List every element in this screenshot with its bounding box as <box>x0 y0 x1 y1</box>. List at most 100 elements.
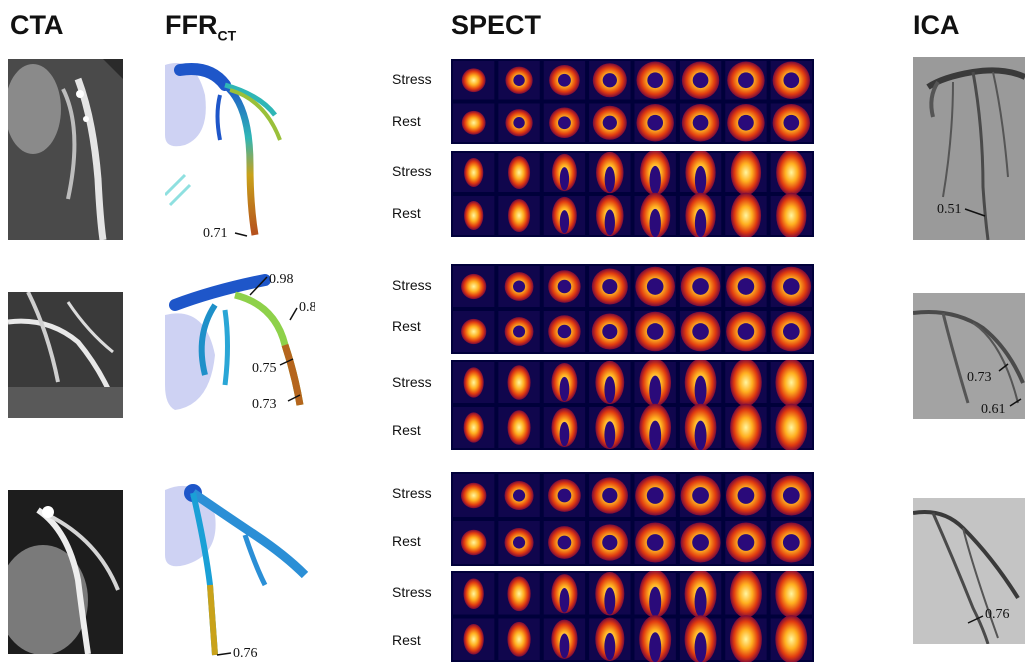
spect-slice <box>679 192 722 237</box>
spect-slice <box>498 407 540 448</box>
spect-slice <box>634 521 676 564</box>
ffr-ct-model-case-3: 0.76 <box>165 484 309 660</box>
spect-slice <box>725 311 767 352</box>
spect-slice <box>589 194 631 237</box>
spect-slice <box>498 103 540 142</box>
ffr-ct-model-case-2: 0.98 0.84 0.75 0.73 <box>165 272 315 412</box>
spect-slice <box>589 617 631 662</box>
spect-slice <box>770 360 812 407</box>
spect-slice <box>725 474 767 517</box>
spect-slice <box>634 103 676 142</box>
spect-slice <box>725 151 767 196</box>
spect-strip-case-2-short-axis <box>451 264 814 354</box>
spect-long-axis-slices <box>451 151 814 237</box>
spect-slice <box>543 618 586 660</box>
ica-value-case-3-1: 0.76 <box>985 607 1010 622</box>
spect-label-case-2-sa-stress: Stress <box>392 277 432 293</box>
spect-slice <box>634 61 676 100</box>
spect-slice <box>634 311 676 352</box>
spect-slice <box>679 360 722 407</box>
spect-label-case-3-sa-rest: Rest <box>392 533 421 549</box>
spect-label-case-2-sa-rest: Rest <box>392 318 421 334</box>
spect-slice <box>634 615 676 662</box>
spect-label-case-2-hla-stress: Stress <box>392 374 432 390</box>
spect-slice <box>725 266 767 307</box>
spect-label-case-3-hla-stress: Stress <box>392 584 432 600</box>
spect-header: SPECT <box>451 10 542 40</box>
cta-header: CTA <box>10 10 64 40</box>
spect-slice <box>589 311 631 352</box>
spect-slice <box>453 196 495 235</box>
spect-slice <box>770 571 812 618</box>
spect-slice <box>725 61 767 100</box>
spect-slice <box>589 266 631 307</box>
spect-slice <box>498 196 540 235</box>
spect-short-axis-slices <box>451 472 814 566</box>
spect-slice <box>634 151 676 196</box>
spect-long-axis-slices <box>451 360 814 450</box>
spect-slice <box>498 573 540 615</box>
spect-slice <box>498 521 540 564</box>
spect-slice <box>770 403 812 450</box>
spect-slice <box>679 103 722 142</box>
ffr-header-sub: CT <box>217 27 237 44</box>
spect-slice <box>498 266 540 307</box>
spect-slice <box>770 103 812 142</box>
spect-slice <box>725 360 767 407</box>
spect-short-axis-slices <box>451 264 814 354</box>
spect-slice <box>498 474 540 517</box>
spect-slice <box>543 474 586 517</box>
ffr-value-case-2-1: 0.98 <box>269 272 294 287</box>
spect-slice <box>770 474 812 517</box>
spect-slice <box>543 103 586 142</box>
spect-slice <box>543 362 586 403</box>
spect-slice <box>634 360 676 407</box>
cta-image-case-3 <box>8 490 123 654</box>
ffr-value-case-2-4: 0.73 <box>252 397 277 412</box>
ica-image-case-1: 0.51 <box>913 57 1025 240</box>
spect-slice <box>589 103 631 142</box>
spect-slice <box>725 571 767 618</box>
ffr-ct-model-case-1: 0.71 <box>165 63 282 241</box>
spect-slice <box>770 311 812 352</box>
spect-slice <box>725 192 767 237</box>
spect-label-case-1-hla-stress: Stress <box>392 163 432 179</box>
spect-slice <box>770 615 812 662</box>
spect-slice <box>679 151 722 196</box>
spect-label-case-3-sa-stress: Stress <box>392 485 432 501</box>
spect-slice <box>589 571 631 616</box>
spect-slice <box>770 521 812 564</box>
spect-slice <box>453 362 495 403</box>
spect-slice <box>543 153 586 192</box>
spect-label-case-1-sa-stress: Stress <box>392 71 432 87</box>
ffr-ct-header: FFRCT <box>165 10 236 43</box>
spect-slice <box>770 61 812 100</box>
spect-slice <box>589 151 631 194</box>
spect-slice <box>543 266 586 307</box>
ffr-value-case-2-2: 0.84 <box>299 300 315 315</box>
spect-slice <box>770 151 812 196</box>
spect-slice <box>453 618 495 660</box>
spect-slice <box>679 615 722 662</box>
ica-image-case-3: 0.76 <box>913 498 1025 644</box>
spect-slice <box>453 61 495 100</box>
spect-slice <box>634 403 676 450</box>
spect-slice <box>453 521 495 564</box>
spect-slice <box>543 573 586 615</box>
spect-slice <box>725 615 767 662</box>
spect-long-axis-slices <box>451 571 814 662</box>
spect-slice <box>770 266 812 307</box>
spect-label-case-1-sa-rest: Rest <box>392 113 421 129</box>
ica-header: ICA <box>913 10 960 40</box>
spect-strip-case-3-short-axis <box>451 472 814 566</box>
ica-image-case-2: 0.73 0.61 <box>913 293 1025 419</box>
ffr-value-case-2-3: 0.75 <box>252 361 277 376</box>
ica-value-case-2-2: 0.61 <box>981 402 1006 417</box>
spect-slice <box>453 311 495 352</box>
spect-slice <box>589 521 631 564</box>
ica-value-case-2-1: 0.73 <box>967 370 992 385</box>
spect-slice <box>498 311 540 352</box>
spect-slice <box>498 618 540 660</box>
spect-slice <box>453 407 495 448</box>
ica-value-case-1-1: 0.51 <box>937 202 962 217</box>
